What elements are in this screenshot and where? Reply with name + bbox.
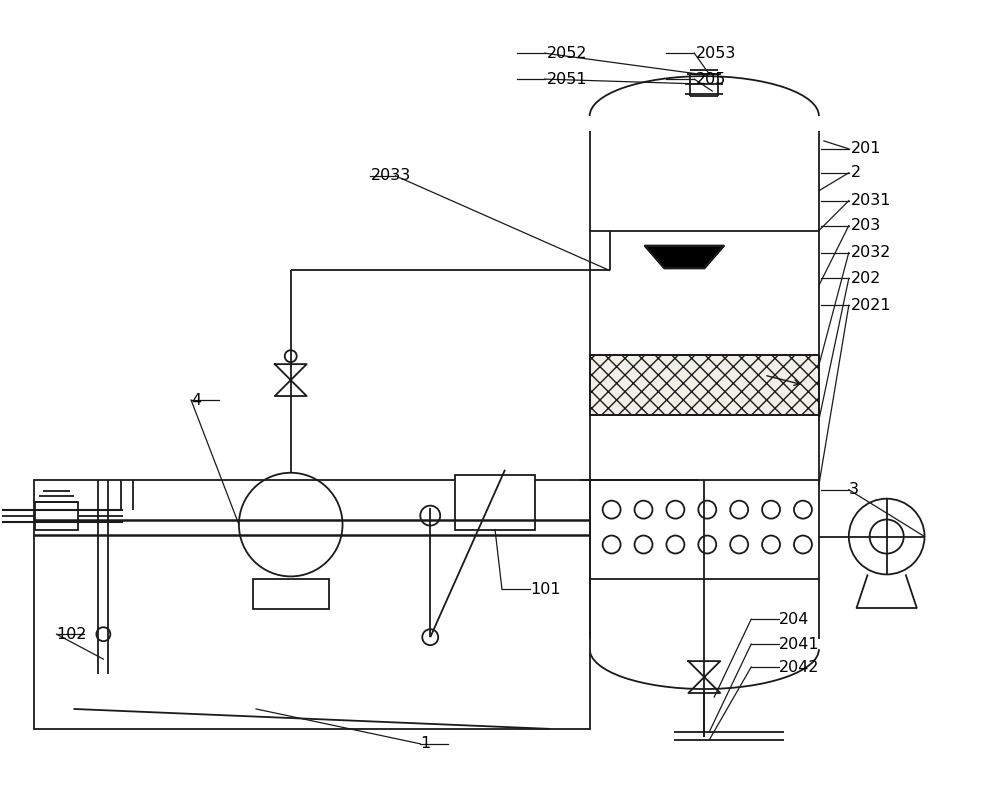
Text: 2051: 2051 bbox=[547, 72, 587, 86]
Text: 2033: 2033 bbox=[370, 168, 411, 183]
Text: 201: 201 bbox=[851, 141, 881, 157]
Text: 205: 205 bbox=[696, 72, 727, 86]
Bar bbox=[455, 475, 535, 529]
Bar bbox=[35, 502, 78, 529]
Bar bbox=[34, 480, 590, 729]
Text: 2: 2 bbox=[851, 166, 861, 180]
Text: 3: 3 bbox=[849, 482, 859, 497]
Text: 2052: 2052 bbox=[547, 46, 587, 61]
Text: 2031: 2031 bbox=[851, 193, 891, 208]
Text: 203: 203 bbox=[851, 218, 881, 234]
Polygon shape bbox=[645, 246, 724, 268]
Text: 2041: 2041 bbox=[779, 637, 820, 652]
Text: 2032: 2032 bbox=[851, 245, 891, 260]
Text: 202: 202 bbox=[851, 271, 881, 286]
Bar bbox=[590, 356, 819, 415]
Text: 2021: 2021 bbox=[851, 298, 891, 313]
Text: 101: 101 bbox=[530, 582, 561, 597]
Text: 1: 1 bbox=[420, 736, 431, 751]
Text: 4: 4 bbox=[191, 393, 201, 407]
Text: 2053: 2053 bbox=[696, 46, 737, 61]
Text: 2042: 2042 bbox=[779, 659, 820, 675]
Text: 102: 102 bbox=[57, 627, 87, 642]
Text: 204: 204 bbox=[779, 612, 809, 627]
Bar bbox=[253, 579, 329, 609]
